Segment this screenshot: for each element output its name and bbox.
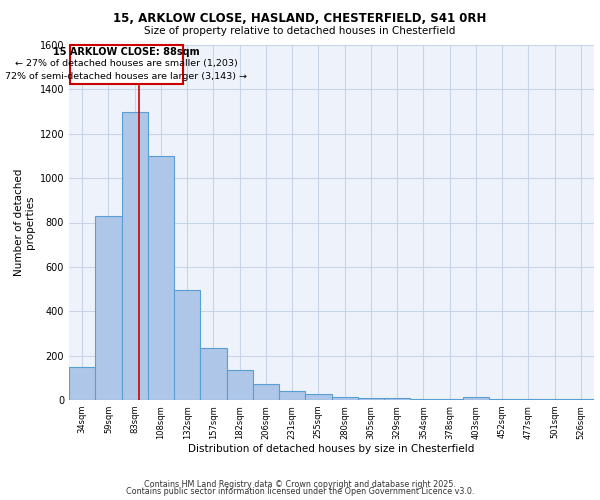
Bar: [331, 396, 358, 400]
Text: Size of property relative to detached houses in Chesterfield: Size of property relative to detached ho…: [145, 26, 455, 36]
Bar: [148, 156, 174, 400]
Text: 72% of semi-detached houses are larger (3,143) →: 72% of semi-detached houses are larger (…: [5, 72, 247, 82]
Bar: [463, 396, 489, 400]
Text: Contains public sector information licensed under the Open Government Licence v3: Contains public sector information licen…: [126, 488, 474, 496]
Bar: [227, 370, 253, 400]
Bar: [515, 399, 542, 400]
Bar: [279, 391, 305, 400]
Y-axis label: Number of detached
properties: Number of detached properties: [14, 169, 35, 276]
Text: 15 ARKLOW CLOSE: 88sqm: 15 ARKLOW CLOSE: 88sqm: [53, 47, 200, 57]
Text: 15, ARKLOW CLOSE, HASLAND, CHESTERFIELD, S41 0RH: 15, ARKLOW CLOSE, HASLAND, CHESTERFIELD,…: [113, 12, 487, 26]
Bar: [121, 112, 148, 400]
Bar: [410, 399, 437, 400]
X-axis label: Distribution of detached houses by size in Chesterfield: Distribution of detached houses by size …: [188, 444, 475, 454]
Bar: [174, 290, 200, 400]
Bar: [437, 399, 463, 400]
Text: Contains HM Land Registry data © Crown copyright and database right 2025.: Contains HM Land Registry data © Crown c…: [144, 480, 456, 489]
Bar: [69, 366, 95, 400]
Bar: [489, 399, 515, 400]
FancyBboxPatch shape: [70, 45, 183, 84]
Bar: [305, 394, 331, 400]
Bar: [384, 398, 410, 400]
Bar: [568, 399, 594, 400]
Bar: [95, 216, 121, 400]
Bar: [358, 398, 384, 400]
Bar: [200, 348, 227, 400]
Text: ← 27% of detached houses are smaller (1,203): ← 27% of detached houses are smaller (1,…: [15, 59, 238, 68]
Bar: [253, 384, 279, 400]
Bar: [542, 399, 568, 400]
